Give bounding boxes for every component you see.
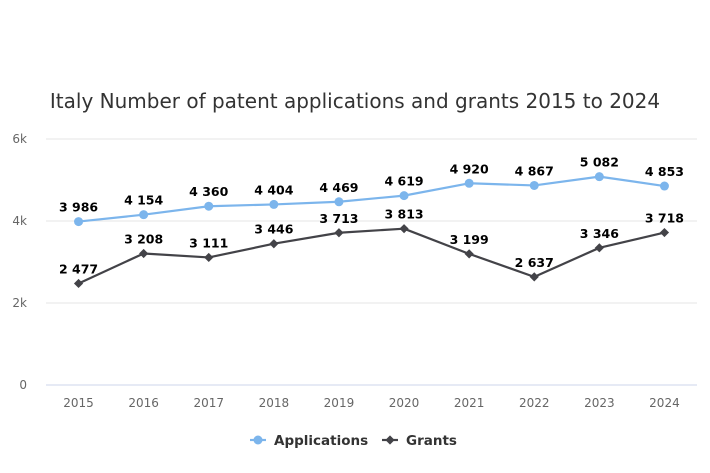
data-point[interactable]	[73, 278, 84, 289]
y-tick-label: 0	[19, 378, 27, 392]
data-point[interactable]	[269, 239, 279, 249]
x-tick-label: 2015	[63, 396, 94, 410]
series-applications	[74, 172, 669, 227]
data-label: 4 853	[645, 164, 684, 179]
data-label: 2 637	[515, 255, 554, 270]
data-label: 3 446	[254, 222, 293, 237]
data-point[interactable]	[204, 252, 214, 263]
x-tick-label: 2019	[324, 396, 355, 410]
x-tick-label: 2023	[584, 396, 615, 410]
y-axis: 0 2k 4k 6k	[12, 132, 27, 392]
legend-marker	[385, 435, 395, 445]
data-label: 3 986	[59, 200, 98, 215]
x-tick-label: 2021	[454, 396, 485, 410]
data-point[interactable]	[139, 210, 149, 220]
legend-label: Applications	[274, 433, 368, 449]
x-tick-label: 2020	[389, 396, 420, 410]
series-line	[77, 175, 666, 223]
series-grants	[73, 224, 670, 289]
x-tick-label: 2022	[519, 396, 550, 410]
data-label: 3 199	[450, 232, 489, 247]
data-label: 3 111	[189, 235, 228, 250]
data-point[interactable]	[334, 228, 344, 238]
data-point[interactable]	[529, 272, 539, 282]
data-label: 3 346	[580, 226, 619, 241]
legend-label: Grants	[406, 433, 457, 449]
data-label: 4 404	[254, 182, 293, 197]
chart-title: Italy Number of patent applications and …	[50, 89, 660, 113]
data-point[interactable]	[399, 224, 409, 234]
y-tick-label: 6k	[12, 132, 27, 146]
legend-marker	[253, 435, 263, 445]
data-label: 3 713	[319, 211, 358, 226]
series-line	[77, 227, 666, 285]
data-label: 4 154	[124, 193, 163, 208]
data-label: 3 718	[645, 211, 684, 226]
data-label: 4 619	[384, 174, 423, 189]
legend[interactable]: Applications Grants	[250, 433, 457, 449]
data-point[interactable]	[139, 248, 149, 259]
legend-item-applications[interactable]: Applications	[250, 433, 368, 449]
x-tick-label: 2017	[193, 396, 224, 410]
x-tick-label: 2016	[128, 396, 159, 410]
data-point[interactable]	[74, 217, 84, 227]
data-label: 3 208	[124, 231, 163, 246]
data-point[interactable]	[204, 201, 214, 211]
y-tick-label: 4k	[12, 214, 27, 228]
data-point[interactable]	[659, 227, 670, 238]
data-point[interactable]	[594, 243, 604, 253]
data-point[interactable]	[334, 197, 344, 207]
data-label: 4 360	[189, 184, 228, 199]
data-label: 4 867	[515, 163, 554, 178]
data-point[interactable]	[399, 191, 409, 201]
data-label: 2 477	[59, 261, 98, 276]
x-tick-label: 2018	[259, 396, 290, 410]
legend-item-grants[interactable]: Grants	[382, 433, 457, 449]
data-point[interactable]	[464, 178, 474, 188]
data-point[interactable]	[269, 199, 279, 209]
y-tick-label: 2k	[12, 296, 27, 310]
data-point[interactable]	[594, 172, 604, 182]
series	[73, 172, 670, 289]
data-label: 4 920	[450, 161, 489, 176]
x-axis: 2015 2016 2017 2018 2019 2020 2021 2022 2023 2024	[46, 384, 697, 410]
data-point[interactable]	[529, 180, 539, 190]
data-label: 5 082	[580, 155, 619, 170]
data-point[interactable]	[464, 249, 474, 259]
gridlines	[46, 138, 697, 304]
data-label: 3 813	[384, 207, 423, 222]
data-label: 4 469	[319, 180, 358, 195]
data-labels: 3 986 4 154 4 360 4 404 4 469 4 619 4 920 4 867…	[59, 155, 684, 277]
data-point[interactable]	[659, 181, 669, 191]
x-tick-label: 2024	[649, 396, 680, 410]
